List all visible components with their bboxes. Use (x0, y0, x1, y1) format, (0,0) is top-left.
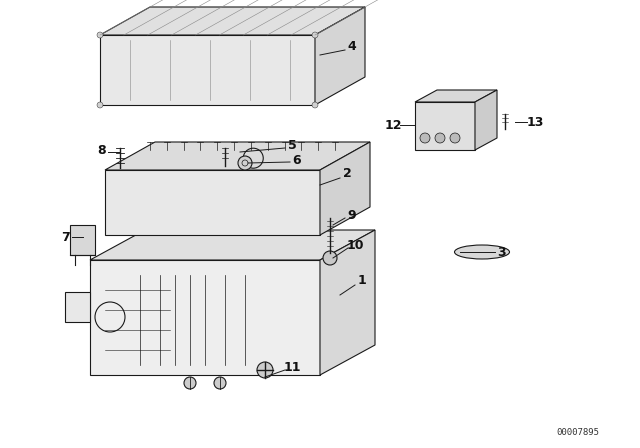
Circle shape (420, 133, 430, 143)
Text: 10: 10 (346, 238, 364, 251)
Polygon shape (320, 142, 370, 235)
Polygon shape (320, 230, 375, 375)
Polygon shape (105, 142, 370, 170)
FancyBboxPatch shape (65, 292, 90, 322)
Circle shape (184, 377, 196, 389)
Text: 4: 4 (348, 39, 356, 52)
Text: 7: 7 (61, 231, 69, 244)
Circle shape (257, 362, 273, 378)
Polygon shape (415, 102, 475, 150)
Text: 2: 2 (342, 167, 351, 180)
Circle shape (450, 133, 460, 143)
Circle shape (312, 102, 318, 108)
Circle shape (435, 133, 445, 143)
Circle shape (312, 32, 318, 38)
Polygon shape (315, 7, 365, 105)
Ellipse shape (454, 245, 509, 259)
Text: 00007895: 00007895 (557, 427, 600, 436)
Polygon shape (100, 35, 315, 105)
Polygon shape (415, 90, 497, 102)
Polygon shape (475, 90, 497, 150)
Text: 13: 13 (526, 116, 544, 129)
Text: 8: 8 (98, 143, 106, 156)
Text: 9: 9 (348, 208, 356, 221)
Text: 11: 11 (284, 361, 301, 374)
Polygon shape (100, 7, 365, 35)
Circle shape (97, 32, 103, 38)
Polygon shape (70, 225, 95, 255)
Polygon shape (90, 260, 320, 375)
Polygon shape (90, 230, 375, 260)
Text: 1: 1 (358, 273, 366, 287)
Circle shape (323, 251, 337, 265)
Circle shape (214, 377, 226, 389)
Text: 6: 6 (292, 154, 301, 167)
Circle shape (97, 102, 103, 108)
Text: 5: 5 (287, 138, 296, 151)
Text: 12: 12 (384, 119, 402, 132)
Text: 3: 3 (498, 246, 506, 258)
Polygon shape (105, 170, 320, 235)
Circle shape (238, 156, 252, 170)
